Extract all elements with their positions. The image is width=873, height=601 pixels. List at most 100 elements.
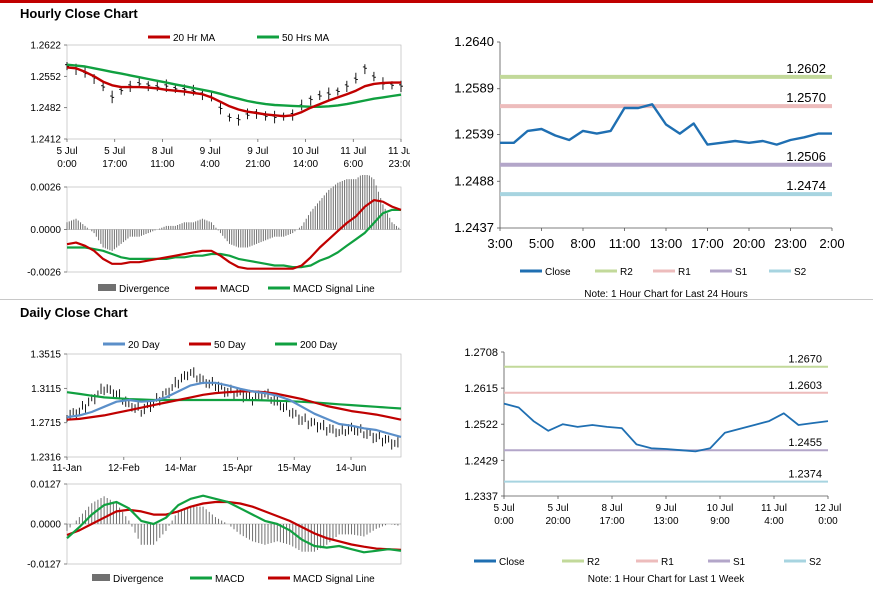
level-label-r1: 1.2603 — [788, 380, 822, 392]
hourly-macd-legend-swatch — [98, 284, 116, 291]
level-label-s1: 1.2455 — [788, 437, 822, 449]
daily-price-legend-label: 200 Day — [300, 340, 337, 351]
levels-legend-label: R2 — [620, 267, 633, 278]
x-tick-label: 2:00 — [819, 236, 844, 251]
level-label-r1: 1.2570 — [786, 90, 826, 105]
y-tick-label: 1.2482 — [30, 103, 61, 114]
hourly-section-title: Hourly Close Chart — [20, 6, 138, 21]
top-accent-bar — [0, 0, 873, 3]
y-tick-label: 1.2522 — [464, 419, 498, 431]
y-tick-label: 1.2589 — [454, 81, 494, 96]
y-tick-label: 1.3515 — [30, 350, 61, 361]
x-tick-label: 23:00 — [774, 236, 807, 251]
ma50-line — [66, 63, 402, 109]
x-tick-label: 10 Jul — [707, 503, 734, 514]
x-tick-label: 10 Jul — [292, 146, 319, 157]
macd-line — [66, 494, 402, 554]
ma50-line — [66, 390, 402, 421]
level-label-s1: 1.2506 — [786, 149, 826, 164]
level-label-r2: 1.2670 — [788, 354, 822, 366]
hourly-macd-legend-label: Divergence — [119, 284, 170, 295]
x-tick-label: 9 Jul — [655, 503, 676, 514]
x-tick-label: 5 Jul — [547, 503, 568, 514]
x-tick-label: 8 Jul — [152, 146, 173, 157]
x-tick-label: 14-Jun — [336, 463, 367, 474]
x-tick-label: 12-Feb — [108, 463, 140, 474]
ma20-line — [66, 381, 402, 438]
ma200-line — [66, 391, 402, 410]
daily-price-legend-label: 20 Day — [128, 340, 160, 351]
y-tick-label: 1.2615 — [464, 383, 498, 395]
daily-macd-chart: 0.0127 0.0000 -0.0127 Divergence MACD MACD Si… — [27, 480, 402, 585]
plot-frame — [66, 353, 402, 458]
y-tick-label: 1.2337 — [464, 491, 498, 503]
x-tick-label: 11 Jul — [388, 146, 410, 157]
daily-macd-legend-label: Divergence — [113, 574, 164, 585]
macd-signal-line — [66, 500, 402, 551]
y-tick-label: 1.2412 — [30, 135, 61, 146]
daily-price-legend-label: 50 Day — [214, 340, 246, 351]
y-tick-label: 1.2552 — [30, 72, 61, 83]
x-tick-label: 0:00 — [494, 516, 514, 527]
y-tick-label: 1.2715 — [30, 418, 61, 429]
x-tick-label: 9:00 — [710, 516, 730, 527]
x-tick-label: 21:00 — [245, 159, 270, 170]
daily-macd-legend-swatch — [92, 574, 110, 581]
level-label-s2: 1.2474 — [786, 178, 826, 193]
x-tick-label: 17:00 — [102, 159, 127, 170]
daily-macd-legend-label: MACD Signal Line — [293, 574, 375, 585]
daily-macd-legend-label: MACD — [215, 574, 244, 585]
levels-legend-label: Close — [545, 267, 571, 278]
x-tick-label: 11 Jul — [761, 503, 787, 514]
close-line — [500, 103, 832, 146]
macd-line — [66, 199, 402, 270]
x-tick-label: 9 Jul — [247, 146, 268, 157]
y-tick-label: 1.2488 — [454, 173, 494, 188]
x-tick-label: 14:00 — [293, 159, 318, 170]
y-tick-label: 1.2316 — [30, 453, 61, 464]
levels-legend-label: R1 — [661, 557, 674, 568]
x-tick-label: 8 Jul — [601, 503, 622, 514]
x-tick-label: 0:00 — [57, 159, 77, 170]
levels-legend-label: Close — [499, 557, 525, 568]
x-tick-label: 5 Jul — [493, 503, 514, 514]
x-tick-label: 4:00 — [200, 159, 220, 170]
x-tick-label: 17:00 — [691, 236, 724, 251]
section-divider — [0, 299, 873, 300]
level-label-s2: 1.2374 — [788, 469, 822, 481]
y-tick-label: 1.2429 — [464, 455, 498, 467]
y-tick-label: 0.0000 — [30, 520, 61, 531]
hourly-macd-legend-label: MACD — [220, 284, 249, 295]
x-tick-label: 11:00 — [609, 236, 641, 251]
x-tick-label: 15-Apr — [222, 463, 253, 474]
levels-legend-label: R2 — [587, 557, 600, 568]
hourly-macd-legend-label: MACD Signal Line — [293, 284, 375, 295]
levels-legend-label: S2 — [794, 267, 807, 278]
x-tick-label: 11:00 — [150, 159, 175, 170]
x-tick-label: 20:00 — [733, 236, 766, 251]
y-tick-label: 1.2640 — [454, 34, 494, 49]
x-tick-label: 5 Jul — [56, 146, 77, 157]
y-tick-label: 1.2622 — [30, 41, 61, 52]
x-tick-label: 14-Mar — [165, 463, 197, 474]
levels-legend-label: S1 — [735, 267, 748, 278]
x-tick-label: 11 Jul — [340, 146, 366, 157]
hourly-price-legend-label: 20 Hr MA — [173, 33, 216, 44]
x-tick-label: 0:00 — [818, 516, 838, 527]
y-tick-label: 1.2539 — [454, 127, 494, 142]
x-tick-label: 5:00 — [529, 236, 554, 251]
y-tick-label: -0.0026 — [27, 268, 61, 279]
ma20-line — [66, 66, 401, 118]
x-tick-label: 17:00 — [599, 516, 624, 527]
x-tick-label: 13:00 — [650, 236, 683, 251]
levels-legend-label: S1 — [733, 557, 746, 568]
macd-signal-line — [67, 208, 401, 269]
x-tick-label: 4:00 — [764, 516, 784, 527]
y-tick-label: -0.0127 — [27, 560, 61, 571]
x-tick-label: 20:00 — [545, 516, 570, 527]
chart-note: Note: 1 Hour Chart for Last 24 Hours — [584, 289, 747, 300]
levels-legend-label: S2 — [809, 557, 822, 568]
y-tick-label: 0.0000 — [30, 225, 61, 236]
